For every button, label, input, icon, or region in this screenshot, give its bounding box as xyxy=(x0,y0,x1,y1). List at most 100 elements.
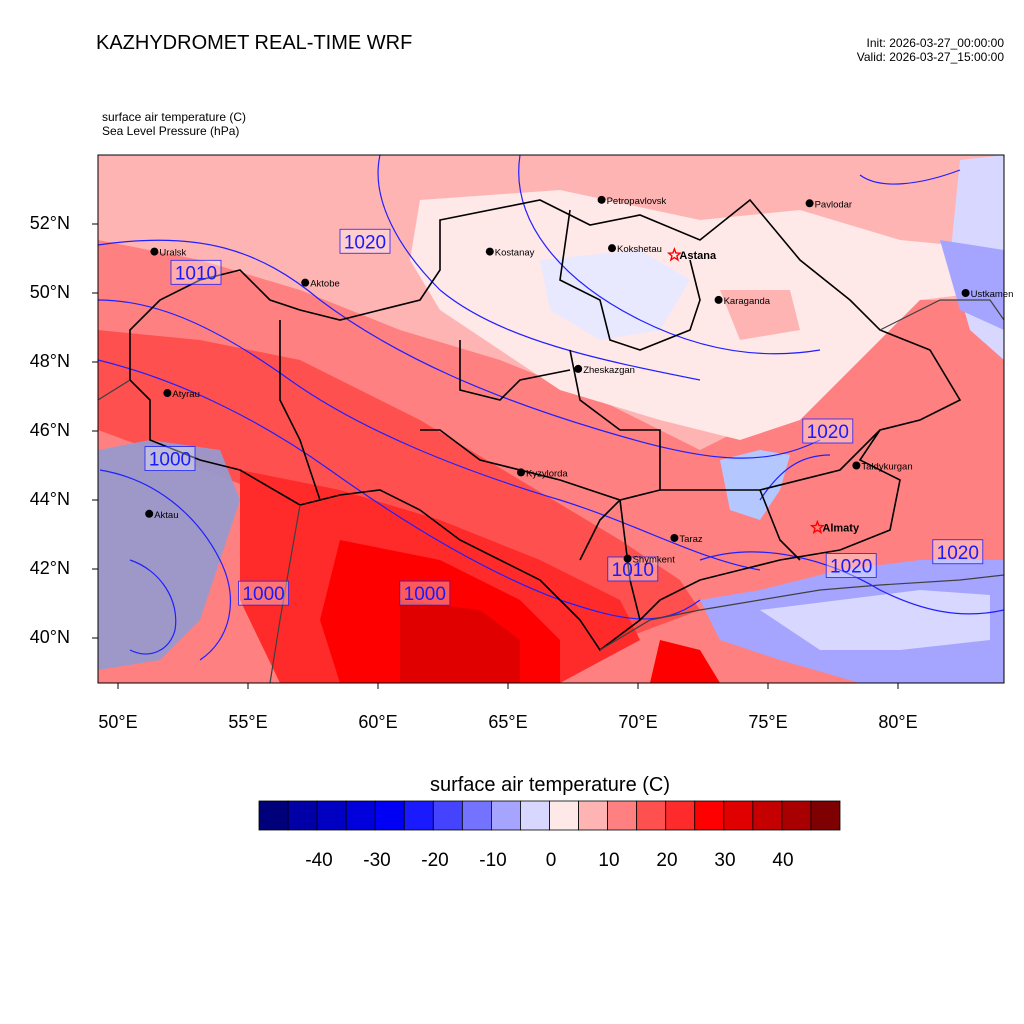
city-aktobe: Aktobe xyxy=(301,278,340,290)
chart-title: KAZHYDROMET REAL-TIME WRF xyxy=(96,32,413,54)
init-time: Init: 2026-03-27_00:00:00 xyxy=(866,36,1004,50)
colorbar-swatch xyxy=(258,800,289,831)
city-label: Aktau xyxy=(154,510,178,521)
city-taraz: Taraz xyxy=(670,533,703,545)
svg-text:1020: 1020 xyxy=(807,422,849,443)
field-labels: surface air temperature (C) Sea Level Pr… xyxy=(102,110,246,138)
colorbar-tick: 20 xyxy=(656,850,678,871)
temperature-field-label: surface air temperature (C) xyxy=(102,110,247,124)
lat-label-46n: 46°N xyxy=(29,420,70,440)
lat-label-42n: 42°N xyxy=(29,558,70,578)
city-dot-icon xyxy=(961,289,970,297)
city-label: Petropavlovsk xyxy=(607,196,667,207)
city-zheskazgan: Zheskazgan xyxy=(574,364,635,376)
city-dot-icon xyxy=(608,244,616,253)
colorbar-swatch xyxy=(403,800,434,831)
pressure-field-label: Sea Level Pressure (hPa) xyxy=(102,124,240,138)
city-dot-icon xyxy=(805,199,814,208)
city-label: Kokshetau xyxy=(617,244,662,255)
colorbar-swatch xyxy=(287,800,318,831)
city-label: Kyzylorda xyxy=(526,468,568,479)
pressure-contour-label: 1020 xyxy=(825,553,877,578)
temperature-field xyxy=(98,155,1004,683)
city-shymkent: Shymkent xyxy=(623,554,676,566)
lat-label-52n: 52°N xyxy=(29,213,70,233)
run-info: Init: 2026-03-27_00:00:00 Valid: 2026-03… xyxy=(857,36,1004,64)
svg-text:1000: 1000 xyxy=(404,584,446,605)
svg-text:1000: 1000 xyxy=(149,450,191,471)
lat-label-48n: 48°N xyxy=(29,351,70,371)
colorbar-swatch xyxy=(781,800,812,831)
pressure-contours xyxy=(98,155,1004,661)
capital-star-icon xyxy=(666,247,682,262)
map-ticks xyxy=(92,223,899,689)
city-markers: Petropavlovsk Kokshetau Kostanay Pavlodar Ur… xyxy=(145,195,1014,566)
city-almaty: Almaty xyxy=(809,519,860,535)
pressure-contour-label: 1010 xyxy=(170,259,222,285)
city-kyzylorda: Kyzylorda xyxy=(517,468,568,479)
city-label: Pavlodar xyxy=(815,199,853,210)
city-label: Atyrau xyxy=(172,389,199,400)
lon-label-65e: 65°E xyxy=(488,712,528,732)
svg-text:1020: 1020 xyxy=(344,232,386,253)
lon-label-55e: 55°E xyxy=(228,712,268,732)
city-kokshetau: Kokshetau xyxy=(608,244,662,255)
city-label: Taldykurgan xyxy=(861,462,912,473)
colorbar-swatch xyxy=(607,800,638,831)
colorbar-tick: 40 xyxy=(772,850,794,871)
colorbar-swatch xyxy=(490,800,521,831)
valid-time: Valid: 2026-03-27_15:00:00 xyxy=(856,50,1004,64)
city-dot-icon xyxy=(670,533,679,542)
lon-label-70e: 70°E xyxy=(618,712,658,732)
city-label: Shymkent xyxy=(633,555,676,566)
colorbar-swatch xyxy=(752,800,783,831)
capital-star-icon xyxy=(809,519,825,535)
city-taldykurgan: Taldykurgan xyxy=(852,461,913,473)
colorbar-title: surface air temperature (C) xyxy=(429,774,671,796)
lat-label-50n: 50°N xyxy=(29,282,70,302)
lat-label-44n: 44°N xyxy=(29,489,70,509)
colorbar-swatch xyxy=(461,800,492,831)
city-dot-icon xyxy=(714,295,723,304)
city-dot-icon xyxy=(852,461,861,470)
city-aktau: Aktau xyxy=(145,509,178,521)
pressure-contour-label: 1020 xyxy=(932,539,984,565)
colorbar-swatch xyxy=(694,800,725,831)
lon-label-60e: 60°E xyxy=(358,712,398,732)
city-label: Aktobe xyxy=(310,279,340,290)
colorbar-swatch xyxy=(810,800,841,831)
city-ustkamen: Ustkamen xyxy=(961,289,1014,300)
city-dot-icon xyxy=(150,247,159,256)
city-kostanay: Kostanay xyxy=(485,247,535,259)
city-label: Ustkamen xyxy=(971,289,1014,300)
colorbar-tick: -40 xyxy=(305,850,333,871)
colorbar-swatch xyxy=(316,800,347,831)
colorbar-tick: -10 xyxy=(479,850,507,871)
city-label: Kostanay xyxy=(495,248,535,259)
city-atyrau: Atyrau xyxy=(163,389,200,400)
city-label: Uralsk xyxy=(159,248,186,259)
colorbar-tick: -30 xyxy=(363,850,391,871)
city-karaganda: Karaganda xyxy=(714,295,771,307)
svg-text:1000: 1000 xyxy=(242,584,284,605)
city-dot-icon xyxy=(517,468,525,477)
country-borders xyxy=(98,299,1004,683)
pressure-contour-label: 1000 xyxy=(144,446,196,472)
colorbar-swatch xyxy=(374,800,405,831)
lon-label-50e: 50°E xyxy=(98,712,138,732)
colorbar-swatch xyxy=(665,800,696,831)
city-dot-icon xyxy=(623,554,632,563)
colorbar-swatch xyxy=(520,800,550,831)
lon-label-80e: 80°E xyxy=(878,712,918,732)
colorbar-swatch xyxy=(723,800,754,831)
city-label: Taraz xyxy=(679,534,702,545)
city-label: Astana xyxy=(679,250,717,262)
svg-text:1020: 1020 xyxy=(937,543,979,564)
map-frame xyxy=(97,154,1005,684)
lat-label-40n: 40°N xyxy=(29,627,70,647)
colorbar-tick: 10 xyxy=(598,850,620,871)
pressure-contour-label: 1010 xyxy=(607,556,659,582)
city-label: Karaganda xyxy=(724,296,771,307)
colorbar-swatch xyxy=(636,800,667,831)
colorbar-swatch xyxy=(549,800,579,831)
